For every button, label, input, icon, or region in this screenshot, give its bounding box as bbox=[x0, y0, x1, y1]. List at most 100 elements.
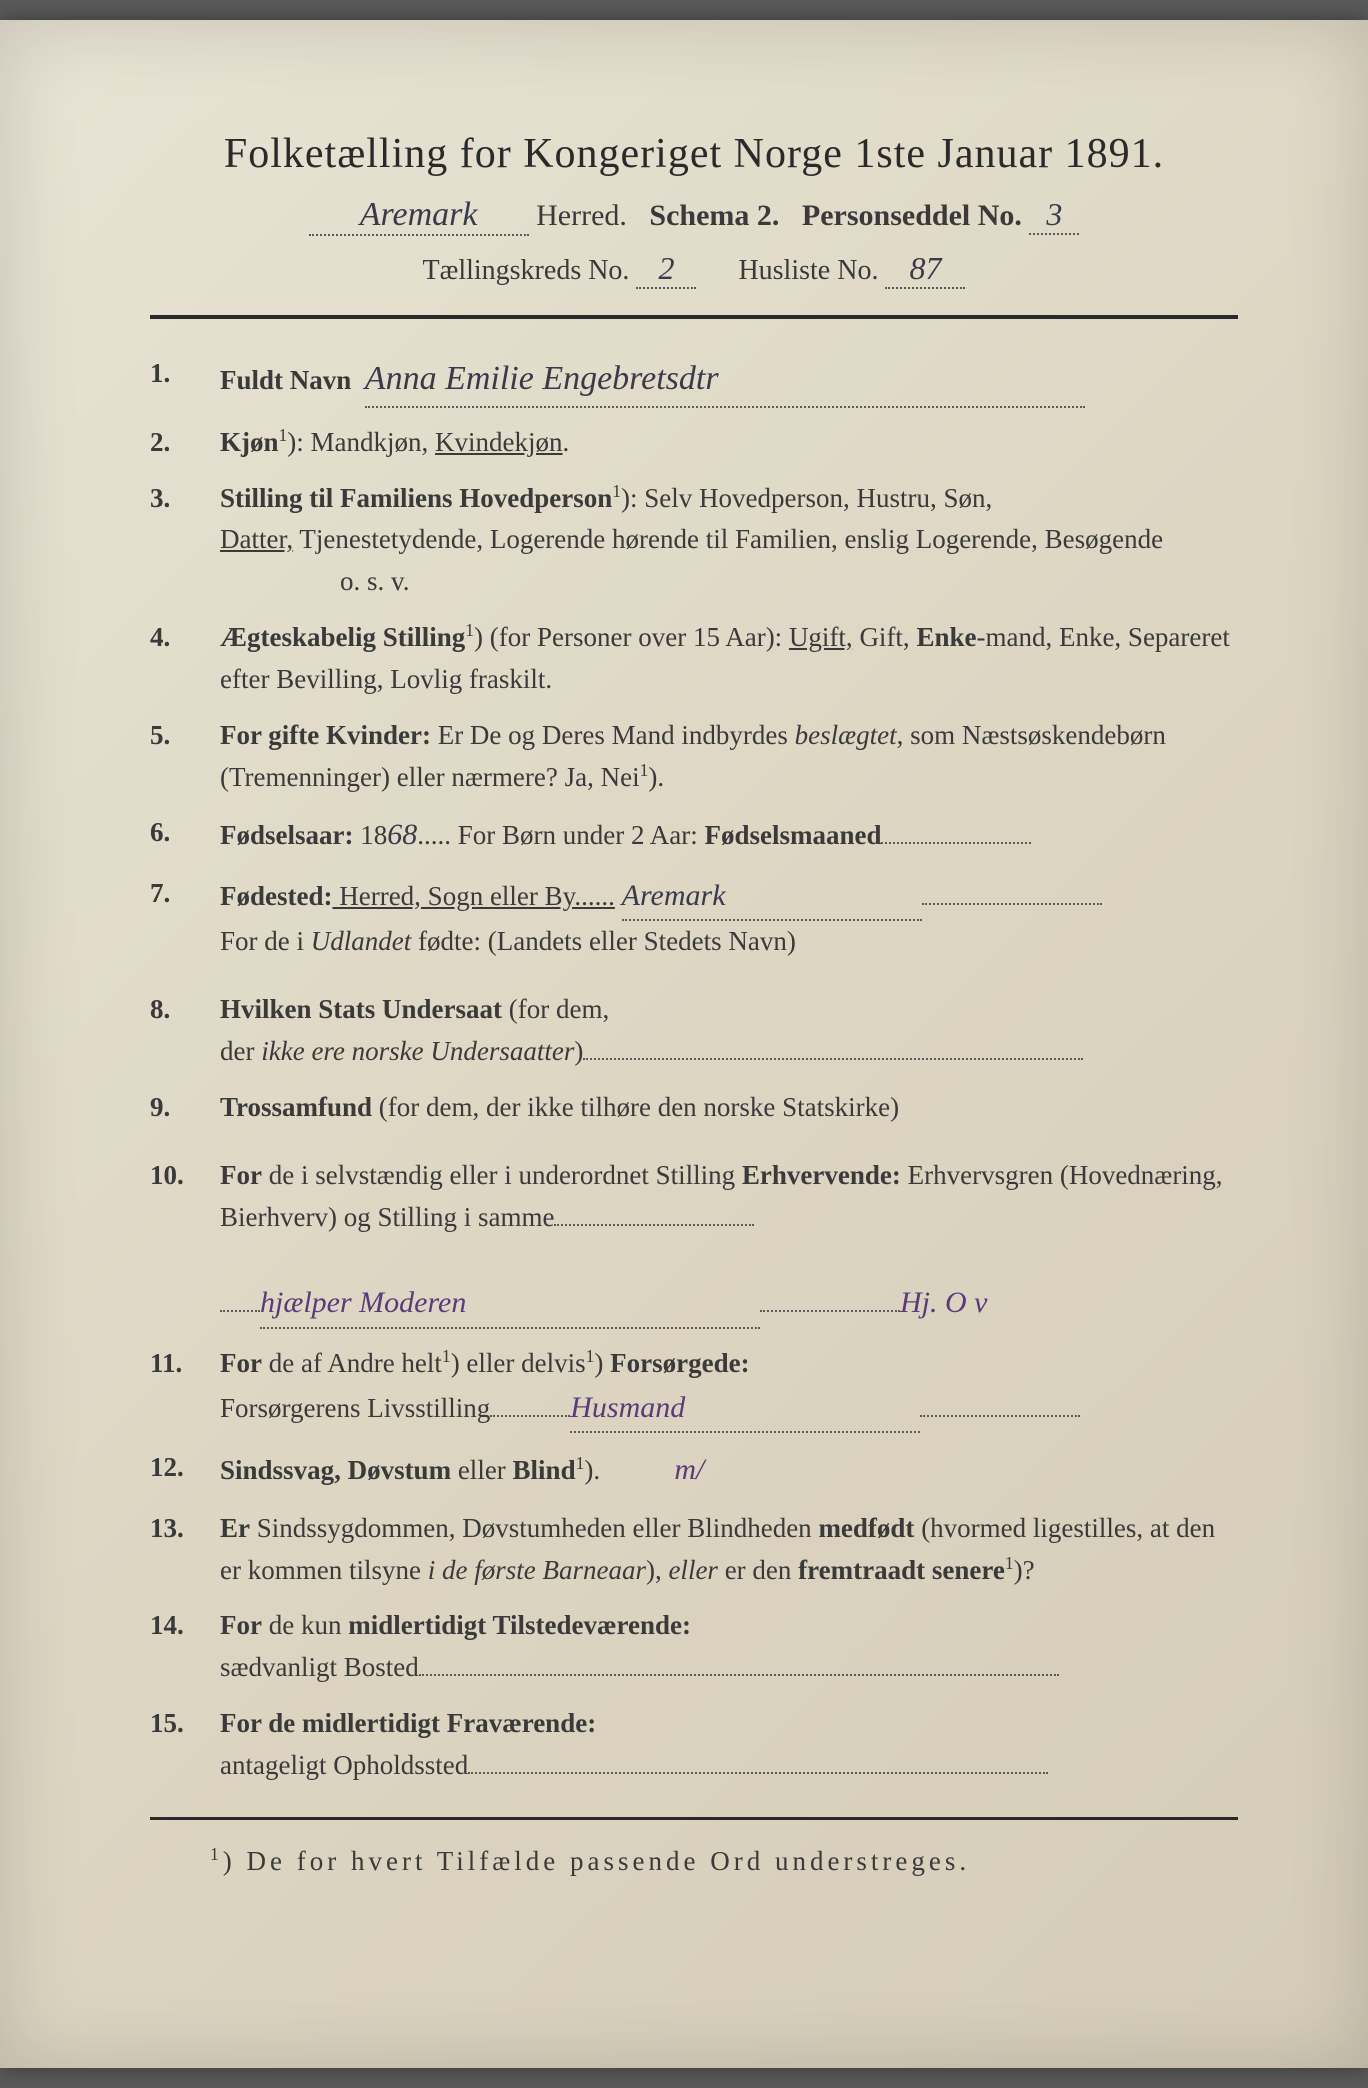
q12-value: m/ bbox=[674, 1453, 704, 1486]
q13-er: Er bbox=[220, 1513, 250, 1543]
q13-frem: fremtraadt senere bbox=[798, 1555, 1005, 1585]
q15-opp: antageligt Opholdssted bbox=[220, 1750, 468, 1780]
q7-t2: For de i bbox=[220, 926, 311, 956]
footnote-text: ) De for hvert Tilfælde passende Ord und… bbox=[223, 1846, 970, 1876]
q14-for: For bbox=[220, 1610, 262, 1640]
q6: 6. Fødselsaar: 1868..... For Børn under … bbox=[150, 812, 1238, 859]
q4: 4. Ægteskabelig Stilling1) (for Personer… bbox=[150, 617, 1238, 701]
q10-value-b: Hj. O v bbox=[900, 1286, 987, 1319]
q12-t2: ). bbox=[584, 1455, 600, 1485]
q12-blind: Blind bbox=[513, 1455, 576, 1485]
q12-t1: eller bbox=[451, 1455, 512, 1485]
q2: 2. Kjøn1): Mandkjøn, Kvindekjøn. bbox=[150, 422, 1238, 464]
personseddel-label: Personseddel No. bbox=[802, 199, 1022, 232]
q11-t2: ) eller delvis bbox=[451, 1348, 586, 1378]
q7-place: Aremark bbox=[622, 873, 922, 922]
husliste-no: 87 bbox=[885, 250, 965, 289]
header-line-2: Tællingskreds No. 2 Husliste No. 87 bbox=[150, 250, 1238, 289]
q11-liv: Forsørgerens Livsstilling bbox=[220, 1393, 490, 1423]
q4-ugift: Ugift, bbox=[789, 622, 853, 652]
q6-fm: Fødselsmaaned bbox=[704, 820, 881, 850]
q15: 15. For de midlertidigt Fraværende: anta… bbox=[150, 1703, 1238, 1787]
q7-t1: Herred, Sogn eller By...... bbox=[332, 881, 614, 911]
q12-label: Sindssvag, Døvstum bbox=[220, 1455, 451, 1485]
schema-label: Schema 2. bbox=[649, 199, 779, 232]
q14-mid: midlertidigt Tilstedeværende: bbox=[348, 1610, 691, 1640]
q9-label: Trossamfund bbox=[220, 1092, 372, 1122]
q7-udl: Udlandet bbox=[311, 926, 412, 956]
q13-eller: eller bbox=[668, 1555, 717, 1585]
q4-label: Ægteskabelig Stilling bbox=[220, 622, 465, 652]
q5-t3: ). bbox=[648, 762, 664, 792]
q11-value: Husmand bbox=[570, 1385, 920, 1434]
q1-value: Anna Emilie Engebretsdtr bbox=[365, 353, 1085, 408]
q7-label: Fødested: bbox=[220, 881, 332, 911]
q3: 3. Stilling til Familiens Hovedperson1):… bbox=[150, 478, 1238, 604]
q5-besl: beslægtet, bbox=[795, 720, 904, 750]
tkreds-label: Tællingskreds No. bbox=[423, 255, 630, 286]
footnote-sup: 1 bbox=[210, 1844, 223, 1864]
q9-t1: (for dem, der ikke tilhøre den norske St… bbox=[372, 1092, 899, 1122]
q14-t1: de kun bbox=[262, 1610, 348, 1640]
q1: 1. Fuldt Navn Anna Emilie Engebretsdtr bbox=[150, 353, 1238, 408]
divider-top bbox=[150, 315, 1238, 319]
husliste-label: Husliste No. bbox=[738, 255, 878, 286]
q8-t3: ) bbox=[574, 1036, 583, 1066]
q3-osv: o. s. v. bbox=[220, 566, 410, 596]
q13-t3: ), bbox=[646, 1555, 669, 1585]
q2-text1: ): Mandkjøn, bbox=[287, 427, 435, 457]
q10: 10. For de i selvstændig eller i underor… bbox=[150, 1155, 1238, 1329]
q11-t1: de af Andre helt bbox=[262, 1348, 442, 1378]
q11-for: For bbox=[220, 1348, 262, 1378]
q13-t5: )? bbox=[1014, 1555, 1035, 1585]
census-form-page: Folketælling for Kongeriget Norge 1ste J… bbox=[0, 20, 1368, 2068]
q10-t1: de i selvstændig eller i underordnet Sti… bbox=[262, 1160, 742, 1190]
q2-label: Kjøn bbox=[220, 427, 279, 457]
q13-barn: i de første Barneaar bbox=[428, 1555, 646, 1585]
q5: 5. For gifte Kvinder: Er De og Deres Man… bbox=[150, 715, 1238, 799]
q12-num: 12. bbox=[150, 1447, 220, 1489]
q11-fors: Forsørgede: bbox=[610, 1348, 749, 1378]
q15-num: 15. bbox=[150, 1703, 220, 1745]
q4-t2: Gift, bbox=[853, 622, 917, 652]
q1-num: 1. bbox=[150, 353, 220, 395]
q9: 9. Trossamfund (for dem, der ikke tilhør… bbox=[150, 1087, 1238, 1129]
q13-t1: Sindssygdommen, Døvstumheden eller Blind… bbox=[250, 1513, 818, 1543]
q3-label: Stilling til Familiens Hovedperson bbox=[220, 483, 612, 513]
q6-num: 6. bbox=[150, 812, 220, 854]
q4-enke: Enke bbox=[916, 622, 976, 652]
form-list: 1. Fuldt Navn Anna Emilie Engebretsdtr 2… bbox=[150, 353, 1238, 1787]
q4-num: 4. bbox=[150, 617, 220, 659]
q6-year: 68 bbox=[387, 818, 417, 851]
header-line-1: Aremark Herred. Schema 2. Personseddel N… bbox=[150, 196, 1238, 236]
q4-t1: ) (for Personer over 15 Aar): bbox=[474, 622, 789, 652]
q13-t4: er den bbox=[718, 1555, 798, 1585]
personseddel-no: 3 bbox=[1029, 196, 1079, 235]
q5-t1: Er De og Deres Mand indbyrdes bbox=[431, 720, 795, 750]
q6-18: 18 bbox=[353, 820, 387, 850]
q5-num: 5. bbox=[150, 715, 220, 757]
q7-num: 7. bbox=[150, 873, 220, 915]
herred-label: Herred. bbox=[536, 199, 627, 232]
q8-label: Hvilken Stats Undersaat bbox=[220, 994, 502, 1024]
q15-label: For de midlertidigt Fraværende: bbox=[220, 1708, 596, 1738]
q12: 12. Sindssvag, Døvstum eller Blind1). m/ bbox=[150, 1447, 1238, 1494]
q3-text2: Tjenestetydende, Logerende hørende til F… bbox=[293, 524, 1163, 554]
q3-datter: Datter, bbox=[220, 524, 293, 554]
q10-erh: Erhvervende: bbox=[742, 1160, 901, 1190]
q11-t3: ) bbox=[594, 1348, 610, 1378]
herred-handwritten: Aremark bbox=[309, 196, 529, 236]
q10-for: For bbox=[220, 1160, 262, 1190]
q2-kvindekjon: Kvindekjøn bbox=[435, 427, 563, 457]
page-title: Folketælling for Kongeriget Norge 1ste J… bbox=[150, 130, 1238, 178]
q11: 11. For de af Andre helt1) eller delvis1… bbox=[150, 1343, 1238, 1433]
divider-bottom bbox=[150, 1817, 1238, 1820]
q3-text1: ): Selv Hovedperson, Hustru, Søn, bbox=[621, 483, 992, 513]
q6-label: Fødselsaar: bbox=[220, 820, 353, 850]
q2-num: 2. bbox=[150, 422, 220, 464]
q10-value: hjælper Moderen bbox=[260, 1280, 760, 1329]
q14: 14. For de kun midlertidigt Tilstedevære… bbox=[150, 1605, 1238, 1689]
q2-dot: . bbox=[563, 427, 570, 457]
q8-t2: der bbox=[220, 1036, 261, 1066]
q1-label: Fuldt Navn bbox=[220, 365, 351, 395]
